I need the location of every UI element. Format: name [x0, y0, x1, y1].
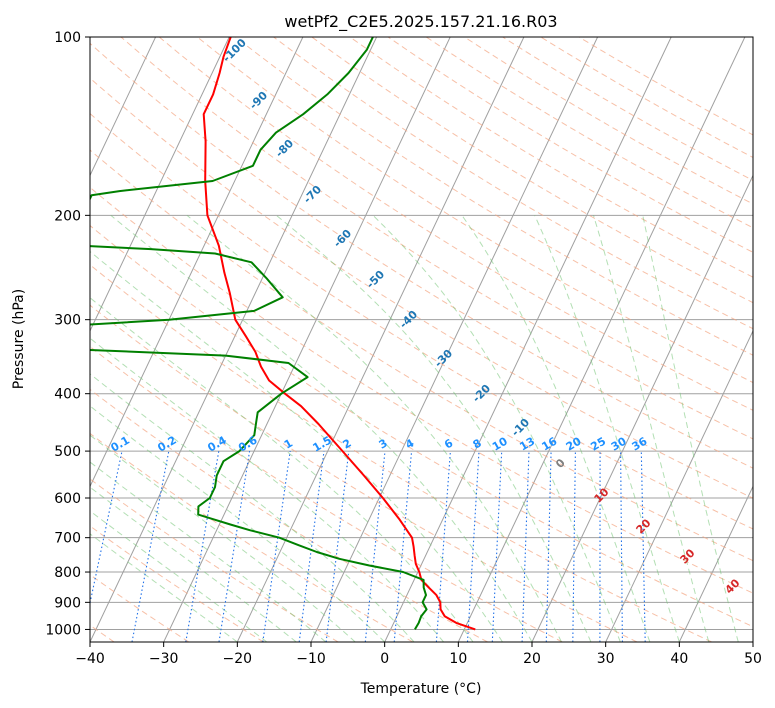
isotherm-line — [531, 174, 753, 642]
mixing-ratio-lines — [90, 450, 646, 642]
moist-adiabat-line — [90, 533, 238, 642]
mixing-ratio-line — [298, 451, 325, 642]
dry-adiabat-line — [158, 37, 753, 411]
dry-adiabat-line — [90, 112, 753, 530]
moist-adiabat-line — [110, 214, 533, 642]
dry-adiabat-line — [90, 388, 488, 642]
y-axis-ticks: 100 200 300 400 500 600 700 800 900 1000 — [45, 30, 90, 638]
mixing-ratio-line — [325, 451, 350, 642]
moist-adiabat-line — [90, 405, 386, 642]
mixing-ratio-line — [262, 451, 291, 642]
sounding-series — [90, 37, 476, 631]
y-tick-label: 1000 — [45, 622, 81, 638]
x-tick-label: 50 — [744, 651, 762, 667]
moist-adiabat-line — [593, 215, 710, 642]
dry-adiabat-line — [502, 37, 753, 182]
chart-title: wetPf2_C2E5.2025.157.21.16.R03 — [284, 12, 557, 32]
x-tick-label: 40 — [670, 651, 688, 667]
isotherm-line — [90, 37, 230, 333]
dry-adiabat-line — [426, 37, 753, 229]
isotherm-line — [384, 37, 672, 642]
mixing-ratio-line — [185, 451, 220, 642]
y-tick-label: 100 — [54, 30, 81, 46]
isotherm-grid — [90, 37, 753, 642]
dry-adiabat-line — [387, 37, 753, 253]
plot-area: 0.1 0.2 0.4 0.6 1 1.5 2 3 4 6 8 10 13 16 20 25 30 36-100-… — [90, 37, 753, 642]
moist-adiabat-line — [90, 434, 356, 642]
x-tick-label: −30 — [149, 651, 179, 667]
isotherm-line — [90, 37, 304, 488]
moist-adiabat-line — [642, 215, 739, 642]
y-tick-label: 300 — [54, 313, 81, 329]
isotherm-line — [678, 485, 753, 642]
mixing-ratio-line — [218, 451, 251, 642]
moist-adiabat-line — [275, 214, 592, 642]
dry-adiabat-line — [196, 37, 753, 384]
x-tick-label: 10 — [449, 651, 467, 667]
dry-adiabat-line — [90, 149, 753, 562]
moist-adiabat-line — [186, 214, 562, 642]
isotherm-line — [236, 37, 525, 642]
dewpoint-profile-line — [90, 37, 428, 630]
x-tick-label: −20 — [223, 651, 253, 667]
x-axis-ticks: −40 −30 −20 −10 0 10 20 30 40 50 — [75, 642, 762, 667]
x-tick-label: 20 — [523, 651, 541, 667]
plot-frame — [89, 36, 754, 643]
dry-adiabat-line — [90, 186, 753, 594]
y-tick-label: 800 — [54, 565, 81, 581]
moist-adiabat-line — [90, 373, 415, 642]
dry-adiabat-line — [90, 42, 753, 469]
dry-adiabat-line — [90, 224, 753, 628]
moist-adiabat-line — [534, 215, 680, 642]
y-tick-label: 400 — [54, 387, 81, 403]
y-tick-label: 900 — [54, 595, 81, 611]
dry-adiabat-line — [540, 37, 753, 159]
y-tick-label: 500 — [54, 444, 81, 460]
isotherm-line — [90, 37, 157, 177]
x-tick-label: −40 — [75, 651, 105, 667]
isotherm-line — [90, 37, 378, 642]
temperature-profile-line — [202, 37, 476, 631]
y-tick-label: 700 — [54, 531, 81, 547]
isotherm-line — [605, 329, 753, 642]
dry-adiabat-line — [120, 37, 753, 440]
moist-adiabat-line — [90, 461, 327, 642]
dry-adiabat-line — [90, 77, 753, 499]
isotherm-line — [163, 37, 451, 642]
moist-adiabat-line — [90, 250, 503, 642]
mixing-ratio-line — [131, 450, 170, 642]
moist-adiabat-line — [461, 215, 651, 642]
dry-adiabats — [90, 37, 753, 642]
y-axis-label: Pressure (hPa) — [11, 289, 27, 389]
y-tick-label: 600 — [54, 491, 81, 507]
dry-adiabat-line — [90, 525, 264, 642]
x-tick-label: 0 — [380, 651, 389, 667]
moist-adiabats — [90, 214, 739, 642]
dry-adiabat-line — [464, 37, 753, 205]
x-tick-label: 30 — [597, 651, 615, 667]
x-axis-label: Temperature (°C) — [360, 681, 482, 697]
x-tick-label: −10 — [296, 651, 326, 667]
dry-adiabat-line — [90, 264, 712, 642]
moist-adiabat-line — [90, 297, 474, 642]
moist-adiabat-line — [372, 214, 621, 642]
y-tick-label: 200 — [54, 208, 81, 224]
